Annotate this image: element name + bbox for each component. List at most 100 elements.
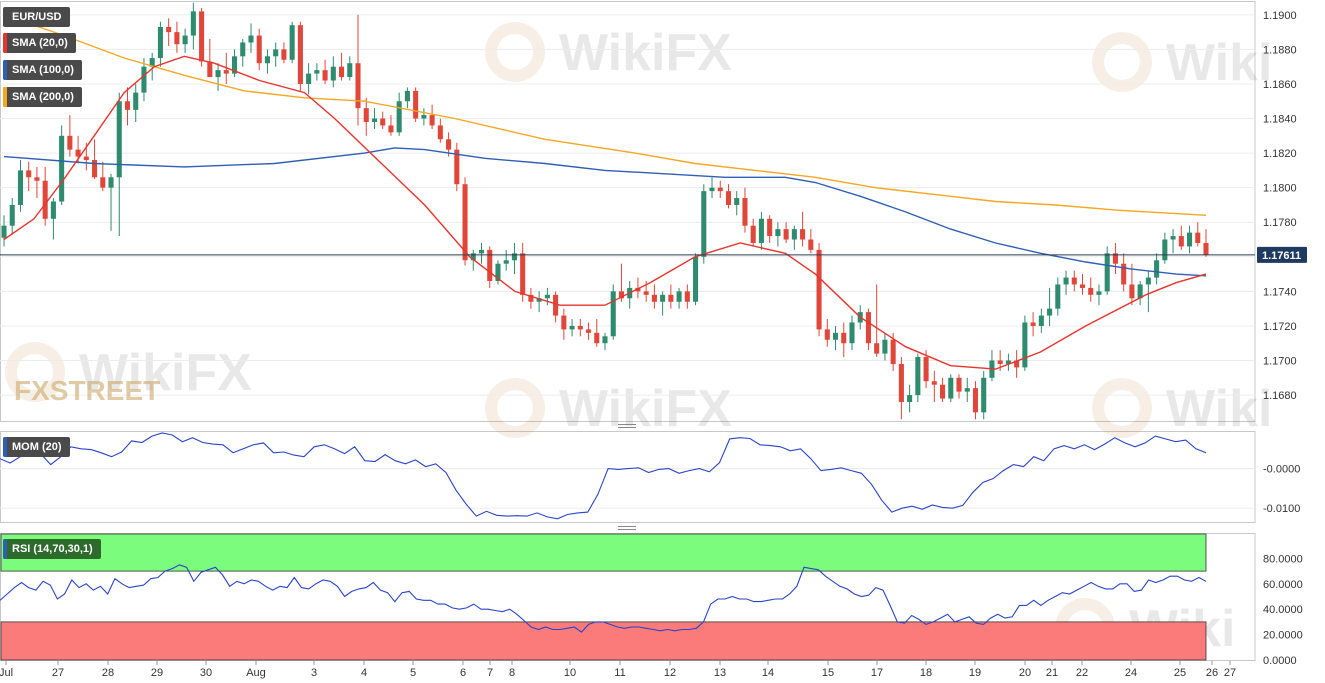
candle-bearish bbox=[577, 325, 583, 330]
candle-bearish bbox=[931, 381, 937, 385]
candle-bearish bbox=[388, 125, 394, 133]
watermark-wikifx-3-emblem bbox=[5, 342, 65, 402]
date-axis-tick: 7 bbox=[487, 667, 493, 679]
watermark-wikifx-5-emblem bbox=[1092, 378, 1152, 438]
candle-bullish bbox=[701, 191, 707, 257]
candle-bearish bbox=[124, 101, 131, 110]
price-axis-tick: 1.1860 bbox=[1263, 79, 1297, 91]
candle-bearish bbox=[997, 360, 1003, 364]
mom-color-swatch bbox=[3, 437, 7, 457]
sma-20-line bbox=[3, 55, 1207, 370]
date-axis-tick: 8 bbox=[509, 667, 515, 679]
price-axis-tick: 1.1680 bbox=[1263, 390, 1297, 402]
date-axis-tick: 20 bbox=[1019, 667, 1031, 679]
date-axis-tick: 5 bbox=[410, 667, 416, 679]
candle-bullish bbox=[569, 325, 575, 330]
watermark-wikifx-2-emblem bbox=[1092, 32, 1152, 92]
watermark-wikifx-1: WikiFX bbox=[485, 22, 732, 82]
candle-bearish bbox=[26, 170, 32, 178]
candle-bearish bbox=[643, 291, 649, 295]
candle-bullish bbox=[1055, 284, 1061, 309]
rsi-oversold-band bbox=[0, 621, 1207, 661]
candle-bullish bbox=[478, 249, 485, 254]
date-axis-tick: Aug bbox=[246, 667, 266, 679]
candle-bearish bbox=[972, 388, 979, 413]
candle-bullish bbox=[948, 377, 954, 399]
candle-bearish bbox=[437, 125, 443, 140]
candle-bearish bbox=[446, 139, 452, 150]
candle-bearish bbox=[1014, 360, 1020, 368]
mom-label[interactable]: MOM (20) bbox=[3, 437, 70, 457]
candle-bullish bbox=[1145, 277, 1151, 285]
price-axis-tick: 1.1800 bbox=[1263, 183, 1297, 195]
watermark-wikifx-4: WikiFX bbox=[485, 378, 732, 438]
candle-bullish bbox=[1162, 239, 1168, 261]
candle-bearish bbox=[207, 61, 213, 78]
candle-bearish bbox=[339, 66, 345, 78]
rsi-axis-tick: 60.0000 bbox=[1263, 579, 1303, 591]
candle-bearish bbox=[890, 339, 896, 364]
price-axis-tick: 1.1900 bbox=[1263, 10, 1297, 22]
candle-bearish bbox=[1129, 284, 1135, 299]
candle-bearish bbox=[898, 363, 904, 402]
candle-bearish bbox=[923, 357, 929, 382]
date-axis-tick: 28 bbox=[102, 667, 114, 679]
price-axis-tick: 1.1720 bbox=[1263, 321, 1297, 333]
date-axis-tick: 4 bbox=[361, 667, 367, 679]
candle-bullish bbox=[248, 35, 254, 43]
candle-bearish bbox=[742, 198, 748, 226]
candle-bearish bbox=[783, 229, 789, 240]
candle-bullish bbox=[1, 225, 7, 238]
candle-bearish bbox=[684, 291, 690, 302]
rsi-label[interactable]: RSI (14,70,30,1) bbox=[3, 539, 101, 559]
candle-bearish bbox=[174, 32, 180, 45]
watermark-wikifx-2-emblem-inner bbox=[1104, 44, 1140, 80]
candle-bullish bbox=[59, 135, 65, 202]
watermark-wikifx-2: Wiki bbox=[1092, 32, 1272, 92]
candle-bullish bbox=[421, 115, 427, 119]
candle-bearish bbox=[668, 294, 674, 302]
candle-bullish bbox=[273, 49, 279, 57]
date-axis-tick: 15 bbox=[822, 667, 834, 679]
candle-bearish bbox=[297, 25, 303, 84]
candle-bearish bbox=[223, 70, 229, 74]
sma-200-label-text: SMA (200,0) bbox=[12, 91, 74, 103]
sma-20-label[interactable]: SMA (20,0) bbox=[3, 33, 76, 53]
watermark-wikifx-1-text: WikiFX bbox=[559, 24, 732, 82]
mom-line bbox=[0, 432, 1207, 520]
sma-200-label[interactable]: SMA (200,0) bbox=[3, 87, 82, 107]
date-axis-tick: 22 bbox=[1076, 667, 1088, 679]
candle-bullish bbox=[289, 25, 295, 60]
watermark-wikifx-2-text: Wiki bbox=[1166, 34, 1272, 92]
rsi-overbought-band bbox=[0, 533, 1207, 572]
candle-bearish bbox=[281, 49, 287, 60]
candle-bullish bbox=[775, 229, 781, 237]
watermark-wikifx-3-text: WikiFX bbox=[79, 344, 252, 402]
candle-bearish bbox=[594, 332, 600, 344]
candle-bearish bbox=[528, 294, 534, 302]
candle-bullish bbox=[1005, 360, 1011, 364]
candle-bearish bbox=[42, 180, 48, 219]
candle-bullish bbox=[330, 66, 336, 81]
candle-bearish bbox=[355, 63, 361, 109]
watermark-wikifx-1-emblem-inner bbox=[497, 34, 533, 70]
sma-100-label[interactable]: SMA (100,0) bbox=[3, 60, 82, 80]
rsi-axis-tick: 0.0000 bbox=[1263, 655, 1297, 667]
price-axis-tick: 1.1880 bbox=[1263, 44, 1297, 56]
watermark-wikifx-5: Wiki bbox=[1092, 378, 1272, 438]
mom-pane-frame bbox=[0, 431, 1256, 523]
symbol-label-text: EUR/USD bbox=[12, 11, 62, 23]
symbol-label[interactable]: EUR/USD bbox=[3, 7, 70, 27]
date-axis-tick: 18 bbox=[920, 667, 932, 679]
candle-bullish bbox=[116, 101, 122, 178]
rsi-axis-tick: 40.0000 bbox=[1263, 604, 1303, 616]
candle-bullish bbox=[17, 170, 24, 205]
candle-bullish bbox=[602, 336, 608, 344]
watermark-wikifx-4-emblem-inner bbox=[497, 390, 533, 426]
rsi-label-text: RSI (14,70,30,1) bbox=[12, 543, 93, 555]
candle-bearish bbox=[487, 249, 493, 281]
candle-bearish bbox=[725, 191, 732, 205]
candle-bullish bbox=[1104, 253, 1110, 292]
candle-bearish bbox=[322, 70, 328, 81]
